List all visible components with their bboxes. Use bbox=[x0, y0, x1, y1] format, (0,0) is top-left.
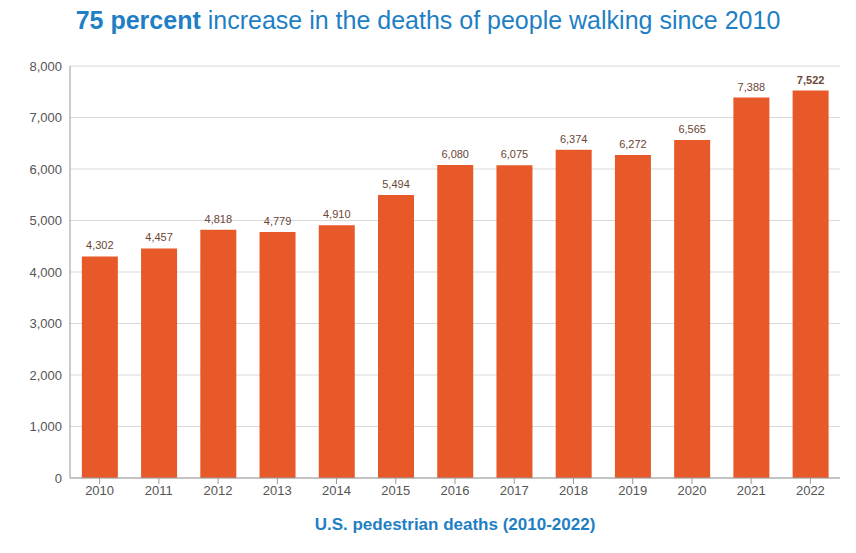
svg-text:6,272: 6,272 bbox=[619, 138, 647, 150]
svg-text:4,000: 4,000 bbox=[29, 265, 62, 280]
svg-text:4,302: 4,302 bbox=[86, 239, 114, 251]
svg-text:6,565: 6,565 bbox=[678, 123, 706, 135]
html-text:U.S. pedestrian deaths (2010-2: U.S. pedestrian deaths (2010-2022) bbox=[314, 515, 596, 534]
svg-text:6,075: 6,075 bbox=[501, 148, 529, 160]
svg-text:2021: 2021 bbox=[737, 483, 766, 498]
svg-text:4,910: 4,910 bbox=[323, 208, 351, 220]
svg-text:7,522: 7,522 bbox=[797, 74, 825, 86]
svg-text:2013: 2013 bbox=[263, 483, 292, 498]
svg-text:4,457: 4,457 bbox=[145, 231, 173, 243]
svg-text:8,000: 8,000 bbox=[29, 59, 62, 74]
svg-text:2019: 2019 bbox=[618, 483, 647, 498]
svg-text:2011: 2011 bbox=[145, 483, 173, 498]
svg-text:5,000: 5,000 bbox=[29, 213, 62, 228]
svg-text:6,374: 6,374 bbox=[560, 133, 588, 145]
svg-text:2020: 2020 bbox=[677, 483, 706, 498]
svg-text:4,818: 4,818 bbox=[205, 213, 233, 225]
svg-text:0: 0 bbox=[55, 471, 62, 486]
svg-text:6,080: 6,080 bbox=[441, 148, 469, 160]
svg-text:2015: 2015 bbox=[381, 483, 410, 498]
svg-text:4,779: 4,779 bbox=[264, 215, 292, 227]
svg-text:2014: 2014 bbox=[322, 483, 351, 498]
svg-text:2016: 2016 bbox=[441, 483, 470, 498]
svg-text:7,000: 7,000 bbox=[29, 110, 62, 125]
svg-text:2018: 2018 bbox=[559, 483, 588, 498]
svg-text:1,000: 1,000 bbox=[29, 419, 62, 434]
svg-text:2,000: 2,000 bbox=[29, 368, 62, 383]
svg-text:2010: 2010 bbox=[85, 483, 114, 498]
svg-text:5,494: 5,494 bbox=[382, 178, 410, 190]
svg-text:7,388: 7,388 bbox=[738, 81, 766, 93]
svg-text:2022: 2022 bbox=[796, 483, 825, 498]
svg-text:2012: 2012 bbox=[204, 483, 233, 498]
html-text:75 percent increase in the dea: 75 percent increase in the deaths of peo… bbox=[75, 6, 781, 34]
svg-text:2017: 2017 bbox=[500, 483, 529, 498]
svg-text:3,000: 3,000 bbox=[29, 316, 62, 331]
svg-text:6,000: 6,000 bbox=[29, 162, 62, 177]
